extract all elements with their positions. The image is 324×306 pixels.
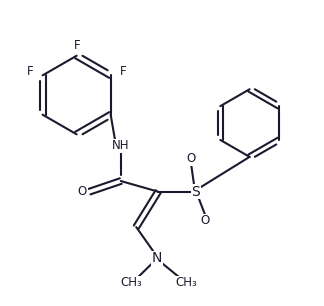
Text: NH: NH (112, 139, 130, 152)
Text: F: F (120, 65, 126, 78)
Text: O: O (186, 152, 196, 165)
Text: O: O (78, 185, 87, 198)
Text: S: S (191, 185, 200, 199)
Text: F: F (74, 39, 81, 52)
Text: N: N (152, 251, 162, 265)
Text: O: O (201, 214, 210, 227)
Text: CH₃: CH₃ (175, 276, 197, 289)
Text: CH₃: CH₃ (121, 276, 142, 289)
Text: F: F (27, 65, 34, 78)
